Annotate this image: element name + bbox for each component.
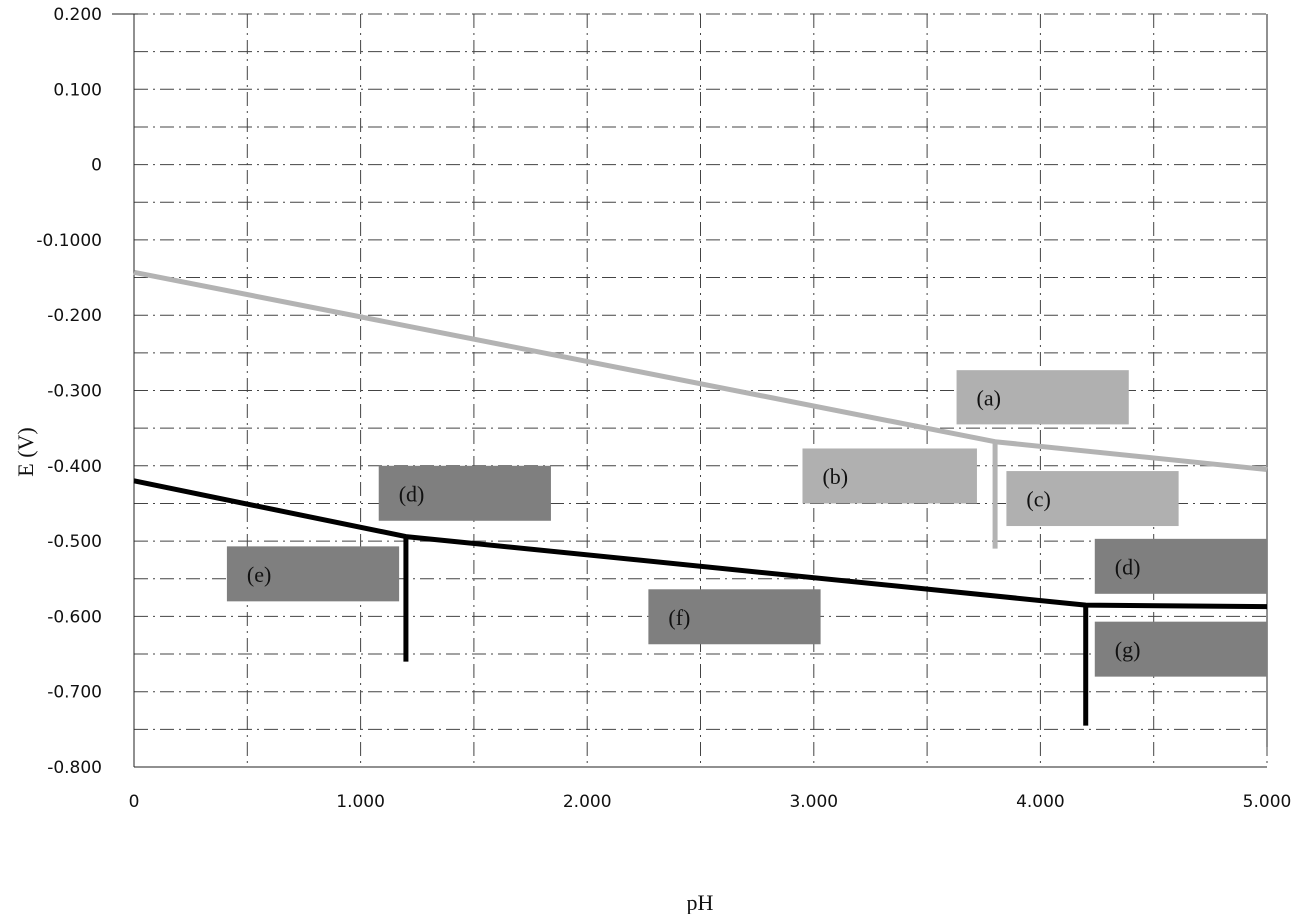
series-lines	[133, 269, 1268, 726]
region-label: (f)	[668, 605, 690, 630]
region-box	[648, 589, 821, 645]
region-labels: (a) (b) (c) (d) (e) (f) (d) (g)	[247, 385, 1141, 662]
x-tick-label: 3.000	[789, 792, 838, 812]
y-tick-label: 0	[91, 156, 102, 176]
region-box	[802, 448, 977, 504]
tick-labels: 0.200 0.100 0 -0.1000 -0.200 -0.300 -0.400 -0.5…	[36, 5, 1291, 812]
y-axis-title: E (V)	[13, 427, 38, 476]
region-box	[956, 370, 1129, 425]
y-tick-label: -0.300	[47, 382, 102, 402]
x-tick-label: 1.000	[336, 792, 385, 812]
y-tick-label: -0.200	[47, 306, 102, 326]
regions	[226, 370, 1267, 677]
region-label: (b)	[822, 464, 848, 489]
y-tick-label: -0.1000	[36, 231, 102, 251]
y-tick-label: -0.700	[47, 683, 102, 703]
series-line	[133, 478, 1268, 610]
region-label: (d)	[1115, 554, 1141, 579]
region-box	[226, 546, 400, 602]
x-tick-label: 2.000	[563, 792, 612, 812]
region-label: (g)	[1115, 637, 1141, 662]
y-tick-label: -0.500	[47, 532, 102, 552]
region-box	[378, 465, 551, 521]
x-tick-label: 0	[129, 792, 140, 812]
region-box	[1006, 471, 1179, 527]
y-tick-label: -0.600	[47, 607, 102, 627]
region-label: (e)	[247, 562, 271, 587]
x-axis-title: pH	[687, 890, 714, 914]
region-box	[1094, 538, 1267, 594]
y-tick-label: 0.100	[53, 80, 102, 100]
region-label: (a)	[977, 385, 1001, 410]
region-label: (d)	[399, 481, 425, 506]
x-tick-label: 4.000	[1016, 792, 1065, 812]
region-box	[1094, 621, 1267, 677]
y-tick-label: -0.400	[47, 457, 102, 477]
x-tick-label: 5.000	[1243, 792, 1292, 812]
region-label: (c)	[1026, 487, 1050, 512]
y-tick-label: -0.800	[47, 758, 102, 778]
y-tick-label: 0.200	[53, 5, 102, 25]
